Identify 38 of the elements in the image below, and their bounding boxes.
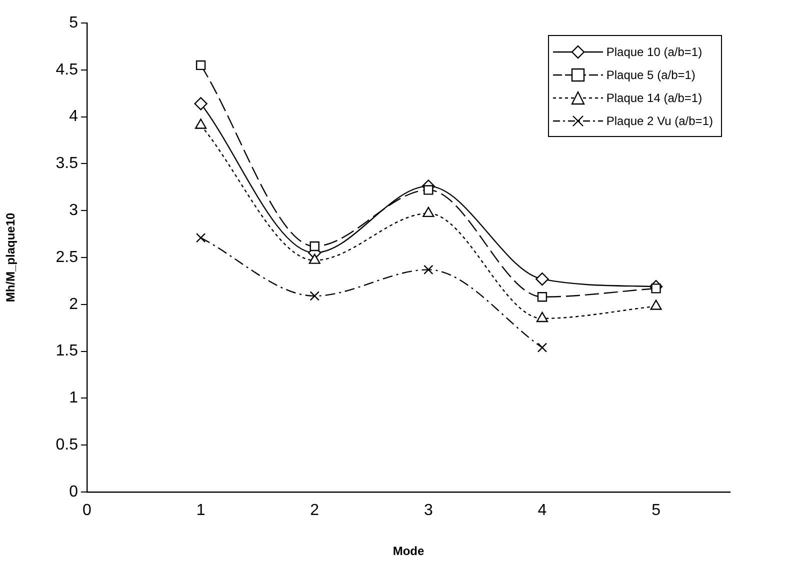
y-tick-label: 3 <box>69 202 78 220</box>
legend-label: Plaque 2 Vu (a/b=1) <box>606 114 713 128</box>
point <box>195 118 207 129</box>
x-tick-label: 2 <box>310 502 320 520</box>
legend-label: Plaque 10 (a/b=1) <box>606 44 702 58</box>
y-tick-label: 1 <box>69 390 78 407</box>
x-tick-label: 3 <box>424 502 433 520</box>
point <box>308 254 320 264</box>
y-tick-label: 2 <box>69 296 78 313</box>
x-axis-title: Mode <box>392 544 424 558</box>
point <box>537 292 548 302</box>
y-tick-label: 0 <box>69 483 78 500</box>
y-tick-label: 5 <box>69 14 78 32</box>
y-tick-label: 2.5 <box>56 248 78 266</box>
y-axis-title: Mh/M_plaque10 <box>4 212 18 302</box>
point <box>650 300 662 310</box>
point <box>196 60 206 70</box>
x-tick-label: 4 <box>538 502 547 520</box>
legend-label: Plaque 14 (a/b=1) <box>606 90 702 104</box>
y-tick-label: 4.5 <box>56 61 78 78</box>
y-tick-label: 4 <box>69 108 78 126</box>
point <box>310 241 320 252</box>
y-tick-label: 3.5 <box>56 155 78 172</box>
x-tick-label: 1 <box>196 502 206 520</box>
y-tick-label: 0.5 <box>56 436 78 454</box>
x-tick-label: 0 <box>82 502 92 520</box>
x-tick-label: 5 <box>652 502 661 520</box>
point <box>424 185 434 195</box>
point <box>422 206 434 218</box>
point <box>537 342 548 352</box>
point <box>194 97 208 110</box>
y-tick-label: 1.5 <box>56 342 78 360</box>
point <box>310 291 320 301</box>
point <box>536 312 548 322</box>
legend-label: Plaque 5 (a/b=1) <box>606 68 696 82</box>
point <box>536 272 549 286</box>
point <box>196 232 206 243</box>
point <box>424 264 434 275</box>
